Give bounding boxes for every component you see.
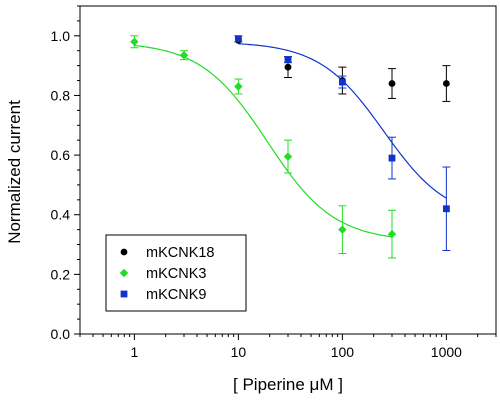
data-point-mkcnk9 [338,78,346,86]
x-axis-label: [ Piperine μM ] [233,375,343,394]
legend-label-mkcnk9: mKCNK9 [146,287,206,303]
data-point-mkcnk3 [234,82,243,91]
data-point-mkcnk9 [388,154,396,162]
legend-label-mkcnk18: mKCNK18 [146,245,215,261]
data-point-mkcnk18 [284,63,292,71]
y-tick-label: 0.8 [51,87,71,103]
data-point-mkcnk3 [283,152,293,161]
data-point-mkcnk18 [388,80,396,87]
data-point-mkcnk18 [442,80,450,87]
legend: mKCNK18 mKCNK3 mKCNK9 [105,234,247,312]
data-point-mkcnk9 [284,56,292,64]
data-point-mkcnk9 [234,35,242,43]
y-tick-label: 1.0 [51,28,71,44]
data-point-mkcnk3 [179,51,189,60]
y-tick-label: 0.4 [51,207,71,223]
data-point-mkcnk9 [442,205,450,213]
y-axis-ticks: 0.0 0.2 0.4 0.6 0.8 1.0 [51,5,80,342]
data-point-mkcnk3 [387,229,397,239]
data-point-mkcnk3 [338,225,347,234]
legend-box [105,234,247,312]
legend-marker-mkcnk9 [120,290,128,298]
y-tick-label: 0.0 [51,326,71,342]
y-tick-label: 0.2 [51,266,71,282]
data-points [130,35,450,239]
x-tick-label: 10 [231,344,247,360]
legend-marker-mkcnk3 [119,268,129,278]
legend-items: mKCNK18 mKCNK3 mKCNK9 [119,245,215,303]
x-tick-label: 1 [130,344,138,360]
fit-curve-mkcnk3 [134,44,393,238]
legend-marker-mkcnk18 [120,248,128,256]
y-axis-label: Normalized current [5,100,24,244]
y-tick-label: 0.6 [51,147,71,163]
x-tick-label: 100 [331,344,355,360]
legend-label-mkcnk3: mKCNK3 [146,266,206,282]
data-point-mkcnk3 [130,37,139,46]
x-tick-label: 1000 [431,344,462,360]
x-axis-ticks: 1 10 100 1000 [79,334,497,360]
